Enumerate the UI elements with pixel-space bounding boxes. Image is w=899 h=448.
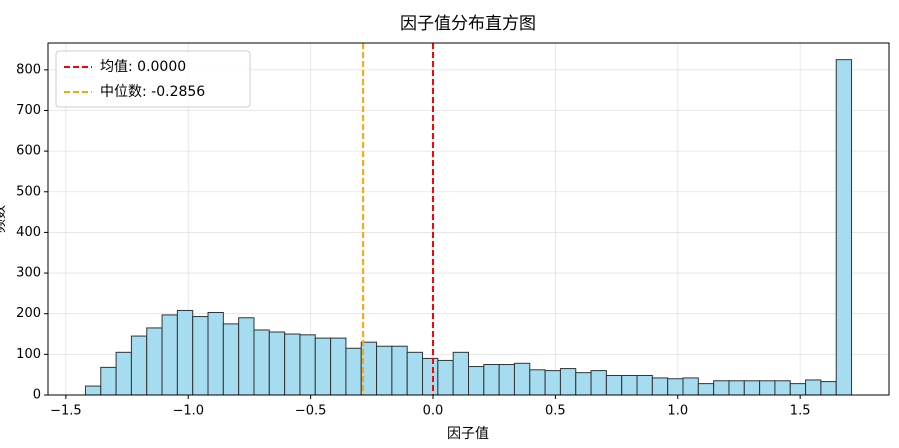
y-tick-label: 0: [33, 388, 41, 403]
bar: [498, 364, 515, 396]
bar: [575, 372, 592, 396]
bar: [406, 351, 424, 396]
bar: [835, 59, 853, 396]
bar: [84, 385, 102, 396]
bar: [222, 323, 240, 396]
bar: [391, 345, 408, 396]
bar: [529, 369, 546, 396]
x-tick-label: −1.0: [172, 404, 204, 419]
x-tick-label: 0.0: [423, 404, 444, 419]
bar: [176, 309, 194, 396]
bar: [468, 366, 485, 396]
y-tick-label: 700: [16, 103, 41, 118]
bar: [590, 370, 607, 396]
bar: [636, 374, 653, 396]
bar: [314, 337, 332, 396]
bar: [115, 351, 132, 396]
bar: [161, 314, 178, 396]
bar: [774, 380, 791, 396]
bar: [682, 377, 699, 396]
bar: [345, 347, 362, 396]
bar: [253, 329, 270, 396]
bar: [605, 374, 623, 396]
bar: [100, 366, 117, 396]
x-tick-label: 1.0: [667, 404, 688, 419]
bar: [422, 357, 439, 396]
bar: [651, 377, 669, 396]
y-tick-label: 200: [16, 306, 41, 321]
x-tick-label: 1.5: [790, 404, 811, 419]
y-tick-label: 800: [16, 62, 41, 77]
axes-frame: [47, 42, 890, 396]
bar: [376, 345, 393, 396]
bar: [268, 331, 286, 396]
x-axis-label: 因子值: [447, 426, 489, 442]
bar: [621, 374, 638, 396]
bar: [130, 335, 148, 396]
bar: [697, 383, 715, 396]
legend-label: 中位数: -0.2856: [100, 84, 205, 100]
bar: [330, 337, 347, 396]
y-tick-label: 600: [16, 144, 41, 159]
bar: [743, 380, 761, 396]
bar: [192, 316, 209, 396]
bar: [728, 380, 745, 396]
bar: [284, 333, 301, 396]
bar: [820, 381, 837, 396]
bar: [513, 362, 531, 396]
x-tick-label: −1.5: [50, 404, 82, 419]
x-tick-label: 0.5: [545, 404, 566, 419]
x-tick-label: −0.5: [295, 404, 327, 419]
bar: [713, 380, 730, 396]
y-tick-label: 300: [16, 266, 41, 281]
bar: [437, 359, 454, 396]
bar: [559, 368, 577, 396]
bar: [299, 334, 316, 396]
bar: [146, 327, 163, 396]
bar: [207, 311, 224, 396]
chart-title: 因子值分布直方图: [400, 14, 536, 34]
y-tick-label: 500: [16, 184, 41, 199]
legend-box: [55, 50, 251, 108]
bar: [789, 383, 807, 396]
bar: [483, 364, 500, 396]
bar: [805, 379, 822, 396]
legend-label: 均值: 0.0000: [100, 59, 186, 75]
bar: [759, 380, 776, 396]
bar: [544, 370, 561, 396]
y-tick-label: 400: [16, 225, 41, 240]
bar: [667, 378, 684, 396]
bar: [452, 351, 470, 396]
y-axis-label: 频数: [0, 205, 8, 233]
y-tick-label: 100: [16, 347, 41, 362]
bar: [238, 317, 255, 396]
